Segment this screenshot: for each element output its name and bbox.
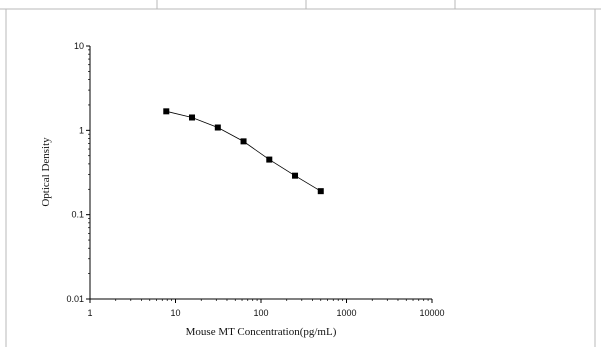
y-axis-label: Optical Density	[40, 137, 52, 207]
data-point	[189, 114, 196, 121]
x-ticks: 1 10 100 1000 10000	[87, 299, 445, 318]
x-tick-label: 1	[87, 308, 92, 318]
data-point	[266, 156, 273, 163]
y-tick-label: 10	[74, 41, 84, 51]
series-points	[163, 108, 324, 195]
y-tick-label: 0.1	[71, 210, 84, 220]
x-axis-label: Mouse MT Concentration(pg/mL)	[186, 326, 337, 338]
data-point	[163, 108, 170, 115]
x-tick-label: 10000	[419, 308, 444, 318]
x-tick-label: 10	[170, 308, 180, 318]
x-tick-label: 1000	[336, 308, 356, 318]
x-tick-label: 100	[253, 308, 268, 318]
y-tick-label: 1	[79, 125, 84, 135]
y-tick-label: 0.01	[66, 294, 84, 304]
plot-area: 1 10 100 1000 10000 10 1 0.1 0.01	[66, 41, 444, 318]
data-point	[214, 124, 221, 131]
data-point	[292, 172, 299, 179]
data-point	[240, 138, 247, 145]
data-point	[317, 188, 324, 195]
y-ticks: 10 1 0.1 0.01	[66, 41, 90, 304]
series-line	[166, 110, 322, 192]
